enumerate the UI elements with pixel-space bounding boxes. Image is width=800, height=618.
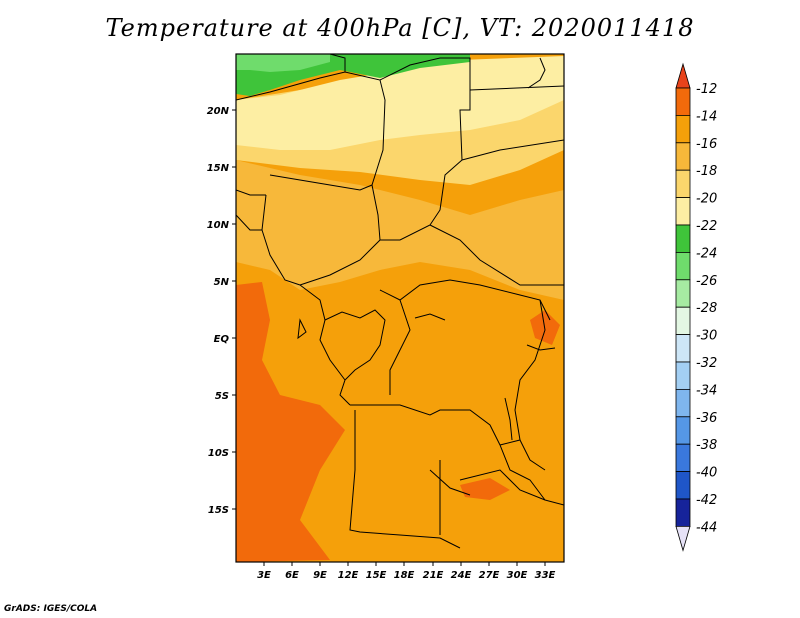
colorbar-top-triangle [675, 62, 691, 89]
longitude-labels: 3E 6E 9E 12E 15E 18E 21E 24E 27E 30E 33E [257, 570, 555, 581]
field-dark-orange-patch-1 [460, 478, 510, 500]
colorbar-label: -38 [696, 438, 717, 453]
country-borders [236, 54, 564, 549]
colorbar-bin [675, 443, 691, 473]
colorbar-label: -30 [696, 329, 717, 344]
colorbar-label: -44 [696, 520, 717, 535]
lon-label: 33E [535, 570, 556, 581]
lat-label: 5N [214, 277, 230, 288]
map-frame [235, 53, 565, 563]
lon-label: 30E [507, 570, 528, 581]
field-dark-orange-west [236, 282, 345, 562]
grads-credit: GrADS: IGES/COLA [4, 604, 98, 614]
lon-label: 15E [366, 570, 387, 581]
temperature-field [236, 54, 564, 562]
colorbar-label: -12 [696, 82, 717, 97]
colorbar-label: -42 [696, 493, 717, 508]
colorbar-label: -26 [696, 274, 717, 289]
lat-label: 5S [215, 391, 229, 402]
field-pale-yellow-region [236, 56, 564, 150]
lon-label: 21E [423, 570, 444, 581]
lat-label: 10S [208, 448, 229, 459]
lon-label: 3E [257, 570, 271, 581]
lat-label: 10N [207, 220, 230, 231]
colorbar-label: -20 [696, 192, 717, 207]
colorbar-label: -40 [696, 466, 717, 481]
colorbar-label: -22 [696, 219, 717, 234]
colorbar-bin [675, 498, 691, 527]
colorbar-bin [675, 87, 691, 116]
colorbar-bottom-triangle [675, 526, 691, 552]
colorbar-label: -14 [696, 109, 717, 124]
colorbar-bin [675, 251, 691, 281]
field-tan-region [236, 160, 564, 300]
lon-label: 9E [313, 570, 327, 581]
colorbar-bin [675, 361, 691, 390]
latitude-axis [232, 109, 236, 510]
colorbar-bin [675, 334, 691, 363]
colorbar-bin [675, 115, 691, 144]
colorbar-bin [675, 169, 691, 198]
field-light-green-region [236, 54, 330, 72]
map-title: Temperature at 400hPa [C], VT: 202001141… [105, 14, 695, 42]
colorbar-bin [675, 416, 691, 445]
lon-label: 12E [338, 570, 359, 581]
colorbar-bin [675, 197, 691, 226]
colorbar-label: -18 [696, 164, 717, 179]
colorbar-label: -28 [696, 301, 717, 316]
lat-label: 20N [207, 106, 230, 117]
colorbar-bin [675, 279, 691, 308]
lon-label: 27E [479, 570, 500, 581]
colorbar-bin [675, 224, 691, 253]
colorbar-bin [675, 306, 691, 336]
colorbar-bin [675, 471, 691, 500]
colorbar: -12 -14 -16 -18 -20 -22 -24 -26 -28 -30 -32 -34 -36 -… [675, 62, 717, 552]
colorbar-label: -32 [696, 356, 717, 371]
lat-label: 15S [208, 505, 229, 516]
lon-label: 24E [451, 570, 472, 581]
colorbar-label: -16 [696, 137, 717, 152]
latitude-labels: 20N 15N 10N 5N EQ 5S 10S 15S [207, 106, 230, 516]
colorbar-bin [675, 142, 691, 171]
lon-label: 6E [285, 570, 299, 581]
lat-label: EQ [214, 334, 230, 345]
lon-label: 18E [394, 570, 415, 581]
colorbar-label: -24 [696, 246, 717, 261]
colorbar-label: -34 [696, 383, 717, 398]
longitude-axis [263, 562, 546, 566]
colorbar-bin [675, 388, 691, 418]
lat-label: 15N [207, 163, 230, 174]
colorbar-label: -36 [696, 411, 717, 426]
